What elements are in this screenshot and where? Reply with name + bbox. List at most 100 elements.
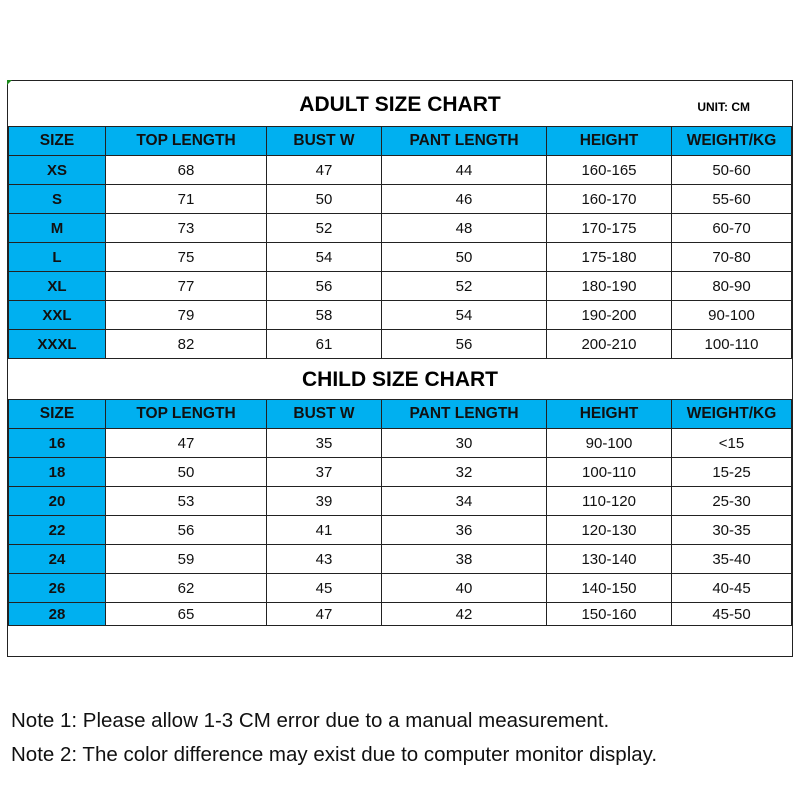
table-cell: 175-180 xyxy=(546,242,672,272)
table-cell: 60-70 xyxy=(671,213,792,243)
adult-title: ADULT SIZE CHART xyxy=(299,93,501,116)
adult-table: SIZE TOP LENGTH BUST W PANT LENGTH HEIGHT WEI… xyxy=(8,126,792,359)
table-cell: 77 xyxy=(105,271,267,301)
table-cell: 35-40 xyxy=(671,544,792,574)
table-cell: 90-100 xyxy=(546,428,672,458)
table-cell: 120-130 xyxy=(546,515,672,545)
table-cell: 62 xyxy=(105,573,267,603)
table-row: L 75 54 50 175-180 70-80 xyxy=(8,242,792,272)
table-row: XL 77 56 52 180-190 80-90 xyxy=(8,271,792,301)
table-cell: 45-50 xyxy=(671,602,792,626)
table-cell: 75 xyxy=(105,242,267,272)
column-header: HEIGHT xyxy=(546,399,672,429)
table-row: 24 59 43 38 130-140 35-40 xyxy=(8,544,792,574)
table-cell: 47 xyxy=(266,602,382,626)
table-cell: 71 xyxy=(105,184,267,214)
unit-label: UNIT: CM xyxy=(697,100,750,114)
table-cell: 36 xyxy=(381,515,547,545)
table-cell: 180-190 xyxy=(546,271,672,301)
note-2: Note 2: The color difference may exist d… xyxy=(11,743,658,766)
column-header: TOP LENGTH xyxy=(105,399,267,429)
column-header: HEIGHT xyxy=(546,126,672,156)
table-row: 16 47 35 30 90-100 <15 xyxy=(8,428,792,458)
table-cell: 100-110 xyxy=(546,457,672,487)
adult-header-row: SIZE TOP LENGTH BUST W PANT LENGTH HEIGHT WEI… xyxy=(8,126,792,156)
table-cell: 130-140 xyxy=(546,544,672,574)
table-cell: 140-150 xyxy=(546,573,672,603)
table-cell: 25-30 xyxy=(671,486,792,516)
table-row: XXL 79 58 54 190-200 90-100 xyxy=(8,300,792,330)
table-cell: 56 xyxy=(381,329,547,359)
table-row: XXXL 82 61 56 200-210 100-110 xyxy=(8,329,792,359)
table-cell: 59 xyxy=(105,544,267,574)
table-cell: 50-60 xyxy=(671,155,792,185)
note-1: Note 1: Please allow 1-3 CM error due to… xyxy=(11,709,610,732)
table-cell: 50 xyxy=(266,184,382,214)
table-cell: 61 xyxy=(266,329,382,359)
table-cell: 42 xyxy=(381,602,547,626)
table-cell: 54 xyxy=(381,300,547,330)
column-header: BUST W xyxy=(266,126,382,156)
table-row: M 73 52 48 170-175 60-70 xyxy=(8,213,792,243)
column-header: SIZE xyxy=(8,126,106,156)
table-cell: 58 xyxy=(266,300,382,330)
table-cell: 41 xyxy=(266,515,382,545)
table-cell: 170-175 xyxy=(546,213,672,243)
table-cell: 34 xyxy=(381,486,547,516)
table-cell: 48 xyxy=(381,213,547,243)
table-cell: 30 xyxy=(381,428,547,458)
table-cell: 160-170 xyxy=(546,184,672,214)
table-cell: 39 xyxy=(266,486,382,516)
column-header: PANT LENGTH xyxy=(381,126,547,156)
table-row: 18 50 37 32 100-110 15-25 xyxy=(8,457,792,487)
size-cell: M xyxy=(8,213,106,243)
table-cell: 200-210 xyxy=(546,329,672,359)
size-cell: 24 xyxy=(8,544,106,574)
table-cell: 79 xyxy=(105,300,267,330)
table-cell: 56 xyxy=(105,515,267,545)
column-header: PANT LENGTH xyxy=(381,399,547,429)
table-cell: 32 xyxy=(381,457,547,487)
table-cell: 47 xyxy=(266,155,382,185)
size-cell: 18 xyxy=(8,457,106,487)
table-row: XS 68 47 44 160-165 50-60 xyxy=(8,155,792,185)
table-cell: 100-110 xyxy=(671,329,792,359)
child-header-row: SIZE TOP LENGTH BUST W PANT LENGTH HEIGHT WEI… xyxy=(8,399,792,429)
table-cell: 50 xyxy=(381,242,547,272)
table-cell: 52 xyxy=(381,271,547,301)
table-cell: 73 xyxy=(105,213,267,243)
size-cell: XXL xyxy=(8,300,106,330)
column-header: WEIGHT/KG xyxy=(671,126,792,156)
table-row: 20 53 39 34 110-120 25-30 xyxy=(8,486,792,516)
column-header: BUST W xyxy=(266,399,382,429)
table-cell: 50 xyxy=(105,457,267,487)
table-cell: 82 xyxy=(105,329,267,359)
table-cell: 45 xyxy=(266,573,382,603)
table-cell: 110-120 xyxy=(546,486,672,516)
table-row: 28 65 47 42 150-160 45-50 xyxy=(8,602,792,626)
child-title: CHILD SIZE CHART xyxy=(302,368,498,391)
table-cell: 56 xyxy=(266,271,382,301)
table-cell: 160-165 xyxy=(546,155,672,185)
size-cell: L xyxy=(8,242,106,272)
size-cell: 28 xyxy=(8,602,106,626)
table-cell: 150-160 xyxy=(546,602,672,626)
table-cell: 54 xyxy=(266,242,382,272)
table-cell: 70-80 xyxy=(671,242,792,272)
size-chart: ADULT SIZE CHART UNIT: CM SIZE TOP LENGTH… xyxy=(7,80,793,657)
table-cell: <15 xyxy=(671,428,792,458)
notes: Note 1: Please allow 1-3 CM error due to… xyxy=(11,704,657,772)
table-cell: 52 xyxy=(266,213,382,243)
table-cell: 15-25 xyxy=(671,457,792,487)
table-cell: 38 xyxy=(381,544,547,574)
table-cell: 68 xyxy=(105,155,267,185)
table-row: 26 62 45 40 140-150 40-45 xyxy=(8,573,792,603)
size-cell: S xyxy=(8,184,106,214)
table-cell: 40 xyxy=(381,573,547,603)
table-cell: 90-100 xyxy=(671,300,792,330)
table-cell: 30-35 xyxy=(671,515,792,545)
table-row: S 71 50 46 160-170 55-60 xyxy=(8,184,792,214)
table-cell: 80-90 xyxy=(671,271,792,301)
size-cell: XL xyxy=(8,271,106,301)
size-cell: 22 xyxy=(8,515,106,545)
